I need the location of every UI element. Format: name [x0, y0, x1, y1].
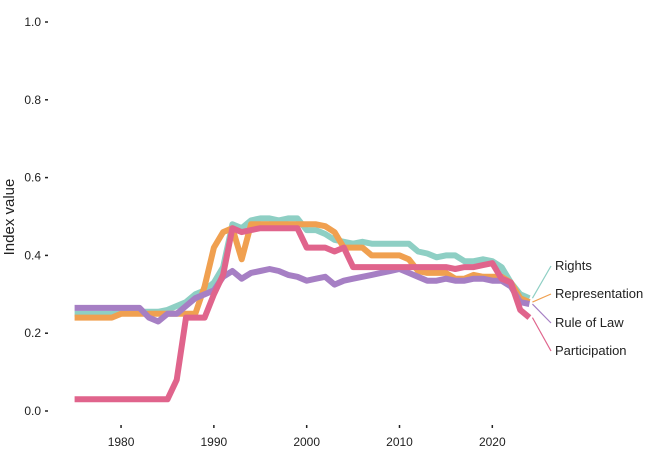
label-leader-representation [532, 293, 552, 303]
y-tick-label: 1.0 [24, 15, 41, 29]
y-tick-label: 0.0 [24, 404, 41, 418]
y-tick-label: 0.4 [24, 248, 41, 262]
series-label-participation: Participation [555, 343, 627, 358]
series-line-rule-of-law [74, 266, 531, 325]
y-axis: 0.0 0.2 0.4 0.6 0.8 1.0 [24, 15, 48, 418]
y-axis-title: Index value [1, 179, 18, 256]
series-lines [74, 215, 532, 403]
series-label-rights: Rights [555, 258, 592, 273]
x-axis: 1980 1990 2000 2010 2020 [108, 425, 506, 449]
x-tick-label: 1990 [201, 435, 228, 449]
x-tick-label: 1980 [108, 435, 135, 449]
series-labels: Rights Representation Rule of Law Participa… [531, 258, 643, 358]
x-tick-label: 2000 [293, 435, 320, 449]
label-leader-rule-of-law [532, 303, 552, 324]
series-line-participation [74, 225, 532, 403]
series-label-rule-of-law: Rule of Law [555, 315, 624, 330]
y-tick-label: 0.6 [24, 171, 41, 185]
label-leader-rights [531, 265, 552, 299]
y-tick-label: 0.2 [24, 326, 41, 340]
x-tick-label: 2020 [479, 435, 506, 449]
label-leader-participation [531, 317, 552, 352]
x-tick-label: 2010 [386, 435, 413, 449]
series-label-representation: Representation [555, 286, 643, 301]
y-tick-label: 0.8 [24, 93, 41, 107]
